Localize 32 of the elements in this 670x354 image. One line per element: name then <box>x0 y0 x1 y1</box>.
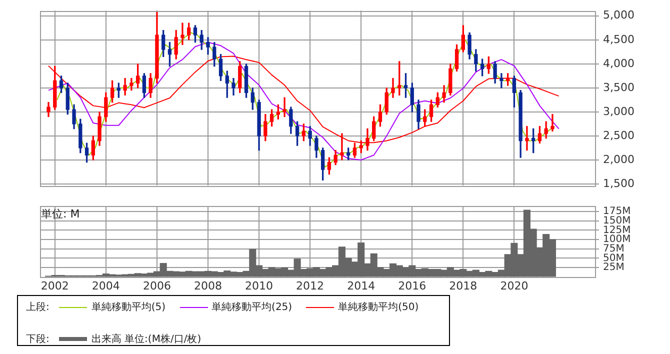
y-tick-label: 4,000 <box>603 56 634 70</box>
y-tick-label: 2,000 <box>603 152 634 166</box>
y-tick-label: 150M <box>603 216 631 226</box>
y-tick-label: 1,500 <box>603 176 634 190</box>
y-tick-label: 25M <box>603 262 624 274</box>
y-tick-label: 175M <box>603 206 631 218</box>
x-tick-label: 2004 <box>92 279 120 292</box>
y-tick-label: 5,000 <box>603 8 634 22</box>
legend-label: 単純移動平均(50) <box>338 301 419 314</box>
y-tick-label: 125M <box>603 224 631 236</box>
x-tick-label: 2014 <box>347 279 376 292</box>
y-tick-label: 3,500 <box>603 80 634 94</box>
x-tick-label: 2012 <box>296 279 324 292</box>
x-tick-label: 2016 <box>398 279 426 292</box>
x-tick-label: 2008 <box>194 279 222 292</box>
x-tick-label: 2006 <box>142 279 171 292</box>
legend-title: 下段: <box>26 333 50 346</box>
x-tick-label: 2010 <box>245 279 274 292</box>
y-tick-label: 4,500 <box>603 32 634 46</box>
legend-label: 単純移動平均(5) <box>91 301 166 314</box>
legend-label: 出来高 単位:(M株/口/枚) <box>91 332 202 346</box>
y-tick-label: 75M <box>603 243 624 254</box>
annotation: 単位: M <box>41 207 80 220</box>
legend-label: 単純移動平均(25) <box>212 301 292 314</box>
y-tick-label: 2,500 <box>603 128 634 142</box>
y-tick-label: 3,000 <box>603 104 634 118</box>
x-tick-label: 2002 <box>40 279 69 292</box>
legend-title: 上段: <box>26 300 50 314</box>
y-tick-label: 50M <box>603 252 624 264</box>
x-tick-label: 2018 <box>449 279 478 292</box>
y-tick-label: 100M <box>603 234 631 246</box>
x-tick-label: 2020 <box>500 279 528 292</box>
